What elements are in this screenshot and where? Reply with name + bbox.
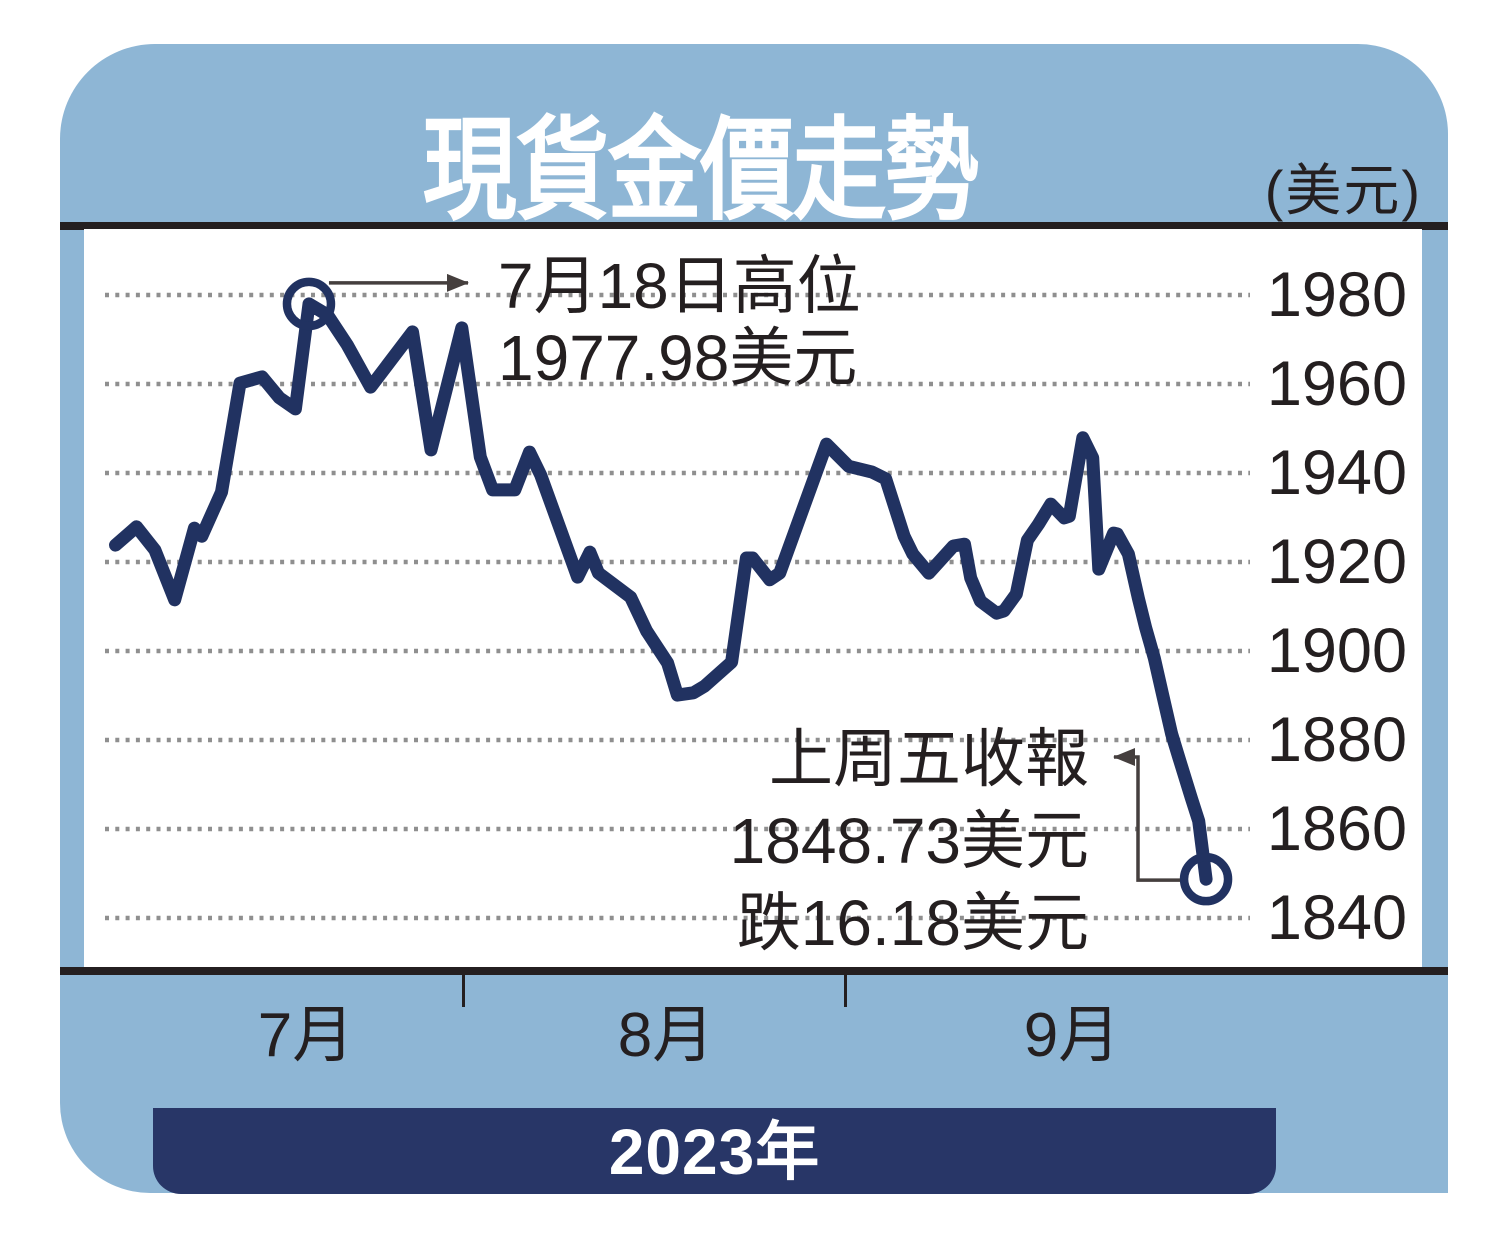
close-annotation-line1: 上周五收報 bbox=[769, 723, 1089, 795]
x-axis-label: 9月 bbox=[1023, 1001, 1121, 1070]
price-line-chart bbox=[105, 273, 1250, 921]
x-axis-label: 8月 bbox=[617, 1001, 715, 1070]
y-axis-tick-label: 1880 bbox=[1266, 705, 1407, 775]
year-banner-label: 2023年 bbox=[608, 1116, 821, 1188]
y-axis-tick-label: 1840 bbox=[1266, 883, 1407, 953]
high-annotation-line2: 1977.98美元 bbox=[498, 322, 858, 394]
close-point-marker bbox=[1179, 852, 1233, 906]
month-boundary-tick bbox=[462, 974, 465, 1007]
x-axis-label: 7月 bbox=[257, 1001, 355, 1070]
year-banner: 2023年 bbox=[153, 1108, 1276, 1194]
y-axis-tick-label: 1960 bbox=[1266, 349, 1407, 419]
close-annotation-line3: 跌16.18美元 bbox=[736, 887, 1089, 959]
y-axis-tick-label: 1980 bbox=[1266, 260, 1407, 330]
y-axis-tick-label: 1860 bbox=[1266, 794, 1407, 864]
close-annotation: 上周五收報 1848.73美元 跌16.18美元 bbox=[730, 718, 1089, 964]
close-annotation-line2: 1848.73美元 bbox=[729, 805, 1089, 877]
high-point-marker bbox=[282, 277, 336, 331]
y-axis-tick-label: 1900 bbox=[1266, 616, 1407, 686]
close-annotation-arrow bbox=[1113, 748, 1181, 882]
page-title: 現貨金價走勢 bbox=[422, 108, 979, 233]
high-annotation: 7月18日高位 1977.98美元 bbox=[498, 250, 861, 394]
y-axis-tick-label: 1920 bbox=[1266, 527, 1407, 597]
header-separator-line bbox=[60, 222, 1448, 230]
high-annotation-line1: 7月18日高位 bbox=[498, 250, 861, 322]
x-axis-line bbox=[60, 967, 1448, 975]
month-boundary-tick bbox=[844, 974, 847, 1007]
y-axis-unit-label: (美元) bbox=[1264, 159, 1422, 222]
gold-price-line bbox=[109, 297, 1213, 886]
y-axis-tick-label: 1940 bbox=[1266, 438, 1407, 508]
